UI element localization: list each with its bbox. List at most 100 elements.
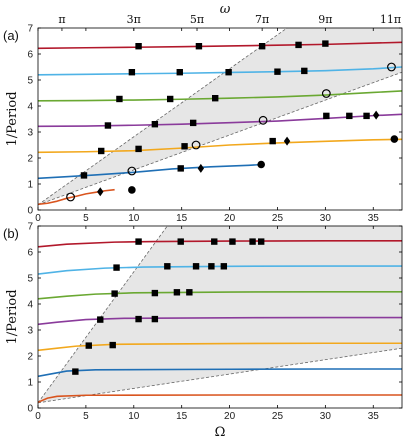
marker-square bbox=[322, 40, 329, 47]
marker-square bbox=[208, 263, 215, 270]
marker-filled-circle bbox=[257, 160, 265, 169]
y-tick-label: 0 bbox=[27, 404, 33, 415]
x-tick-label: 5 bbox=[83, 411, 89, 422]
series-lines bbox=[38, 240, 402, 404]
marker-square bbox=[135, 315, 142, 323]
marker-square bbox=[220, 263, 228, 270]
series-line-purple bbox=[38, 316, 402, 326]
marker-square bbox=[151, 289, 159, 297]
y-tick-label: 1 bbox=[27, 378, 33, 389]
marker-square bbox=[85, 342, 92, 349]
marker-square bbox=[229, 238, 236, 245]
marker-square bbox=[274, 68, 281, 75]
top-tick-labels: π 3π 5π 7π 9π 11π bbox=[58, 13, 401, 31]
markers bbox=[72, 238, 265, 375]
series-line-green bbox=[38, 290, 402, 300]
marker-square bbox=[177, 238, 184, 245]
marker-square bbox=[151, 121, 159, 128]
plot-frame bbox=[37, 27, 403, 211]
marker-square bbox=[111, 290, 118, 297]
y-tick-label: 2 bbox=[27, 154, 33, 165]
marker-square bbox=[192, 263, 200, 270]
panel-label: (b) bbox=[3, 226, 19, 241]
marker-square bbox=[189, 119, 197, 127]
y-axis-label: 1/Period bbox=[5, 91, 20, 146]
marker-square bbox=[186, 289, 193, 296]
y-tick-label: 6 bbox=[27, 50, 33, 61]
marker-open-circle bbox=[191, 140, 201, 150]
y-tick-label: 2 bbox=[27, 352, 33, 363]
series-line-purple bbox=[38, 113, 402, 128]
marker-square bbox=[72, 368, 79, 375]
marker-square bbox=[346, 112, 353, 120]
series-line-orange bbox=[38, 138, 402, 154]
shaded-region bbox=[38, 28, 402, 205]
marker-square bbox=[135, 238, 142, 245]
x-tick-label: 35 bbox=[368, 213, 380, 224]
boundary-lower bbox=[38, 347, 402, 404]
x-tick-label: 30 bbox=[320, 213, 332, 224]
x-tick-label: 30 bbox=[320, 411, 332, 422]
marker-square bbox=[128, 69, 136, 76]
marker-square bbox=[104, 122, 112, 129]
x-tick-label: 35 bbox=[368, 411, 380, 422]
marker-square bbox=[195, 43, 203, 50]
series-line-darkred bbox=[38, 41, 402, 50]
series-line-skyblue bbox=[38, 265, 402, 275]
x-tick-label: 5 bbox=[83, 213, 89, 224]
marker-diamond bbox=[372, 110, 380, 120]
plot-frame bbox=[37, 225, 403, 409]
x-tick-label: 15 bbox=[176, 213, 188, 224]
marker-diamond bbox=[197, 163, 205, 173]
x-tick-label: 15 bbox=[176, 411, 188, 422]
x-tick-label: 10 bbox=[128, 213, 140, 224]
x-tick-label: 10 bbox=[128, 411, 140, 422]
marker-square bbox=[257, 238, 265, 245]
x-tick-label: 0 bbox=[35, 411, 41, 422]
y-axis-label: 1/Period bbox=[5, 289, 20, 344]
top-tick-label: 11π bbox=[380, 13, 401, 26]
marker-square bbox=[97, 316, 104, 323]
marker-square bbox=[164, 263, 171, 270]
marker-filled-circle bbox=[390, 135, 399, 143]
y-tick-label: 0 bbox=[27, 206, 33, 217]
marker-square bbox=[98, 147, 105, 155]
marker-square bbox=[135, 43, 142, 50]
marker-square bbox=[116, 95, 123, 103]
series-line-green bbox=[38, 90, 402, 102]
y-tick-label: 3 bbox=[27, 326, 33, 337]
x-tick-label: 0 bbox=[35, 213, 41, 224]
y-tick-label: 4 bbox=[27, 300, 33, 311]
marker-diamond bbox=[97, 187, 104, 197]
axis-ticks: 0 5 10 15 20 25 30 35 0 1 2 3 4 5 6 7 bbox=[27, 222, 402, 422]
top-tick-label: 7π bbox=[255, 13, 269, 26]
marker-square bbox=[176, 69, 183, 76]
top-tick-label: 5π bbox=[190, 13, 204, 26]
boundary-upper bbox=[38, 226, 168, 404]
marker-square bbox=[211, 238, 218, 245]
marker-square bbox=[363, 112, 370, 120]
marker-square bbox=[323, 112, 330, 120]
marker-open-circle bbox=[127, 166, 137, 176]
marker-square bbox=[135, 145, 142, 153]
panel-label: (a) bbox=[3, 28, 19, 43]
y-tick-label: 3 bbox=[27, 128, 33, 139]
marker-open-circle bbox=[258, 115, 268, 125]
marker-square bbox=[177, 165, 184, 172]
marker-square bbox=[269, 137, 276, 145]
marker-square bbox=[109, 341, 116, 349]
top-tick-label: 9π bbox=[318, 13, 332, 26]
x-tick-label: 25 bbox=[272, 213, 284, 224]
y-tick-label: 7 bbox=[27, 24, 33, 35]
y-tick-label: 7 bbox=[27, 222, 33, 233]
series-line-redorange bbox=[38, 394, 402, 404]
marker-square bbox=[173, 289, 181, 296]
marker-square bbox=[181, 143, 188, 150]
marker-open-circle bbox=[66, 192, 75, 202]
marker-square bbox=[295, 41, 302, 49]
y-tick-label: 5 bbox=[27, 274, 33, 285]
x-tick-label: 20 bbox=[224, 213, 236, 224]
marker-square bbox=[258, 43, 266, 50]
marker-square bbox=[80, 172, 88, 179]
marker-square bbox=[212, 95, 219, 102]
